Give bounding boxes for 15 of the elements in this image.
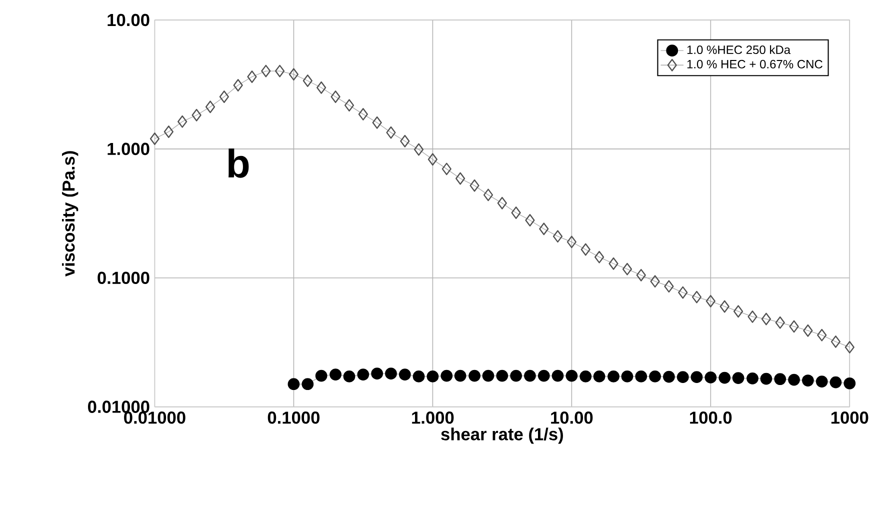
x-tick-label: 0.1000 [268,411,320,424]
y-tick-label: 1.000 [108,142,150,155]
y-axis-title: viscosity (Pa.s) [62,151,78,276]
x-tick-label: 10.00 [551,411,593,424]
x-axis-title: shear rate (1/s) [441,428,563,444]
y-tick-label: 0.01000 [88,400,150,413]
annotation: b [228,148,249,178]
x-tick-label: 1000 [831,411,868,424]
legend-label: 1.0 %HEC 250 kDa [687,45,791,54]
legend-label: 1.0 % HEC + 0.67% CNC [687,60,822,68]
x-tick-label: 100.0 [690,411,732,424]
x-tick-label: 1.000 [412,411,454,424]
y-tick-label: 10.00 [108,14,150,26]
y-tick-label: 0.1000 [98,272,150,284]
x-tick-label: 0.01000 [124,411,186,424]
